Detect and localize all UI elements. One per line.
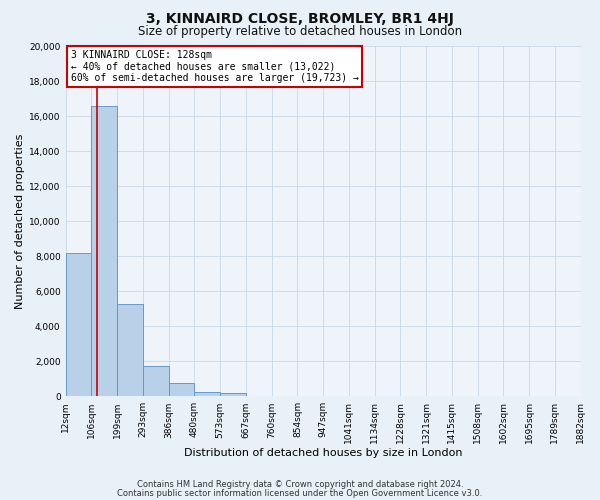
Bar [65,252,91,396]
Bar [91,106,117,397]
Text: Contains public sector information licensed under the Open Government Licence v3: Contains public sector information licen… [118,488,482,498]
Text: Contains HM Land Registry data © Crown copyright and database right 2024.: Contains HM Land Registry data © Crown c… [137,480,463,489]
Bar [143,366,169,396]
Text: Size of property relative to detached houses in London: Size of property relative to detached ho… [138,25,462,38]
Y-axis label: Number of detached properties: Number of detached properties [15,134,25,309]
Text: 3 KINNAIRD CLOSE: 128sqm
← 40% of detached houses are smaller (13,022)
60% of se: 3 KINNAIRD CLOSE: 128sqm ← 40% of detach… [71,50,359,82]
Bar [169,383,194,396]
Bar [194,392,220,396]
Bar [220,393,246,396]
X-axis label: Distribution of detached houses by size in London: Distribution of detached houses by size … [184,448,462,458]
Bar [117,304,143,396]
Text: 3, KINNAIRD CLOSE, BROMLEY, BR1 4HJ: 3, KINNAIRD CLOSE, BROMLEY, BR1 4HJ [146,12,454,26]
